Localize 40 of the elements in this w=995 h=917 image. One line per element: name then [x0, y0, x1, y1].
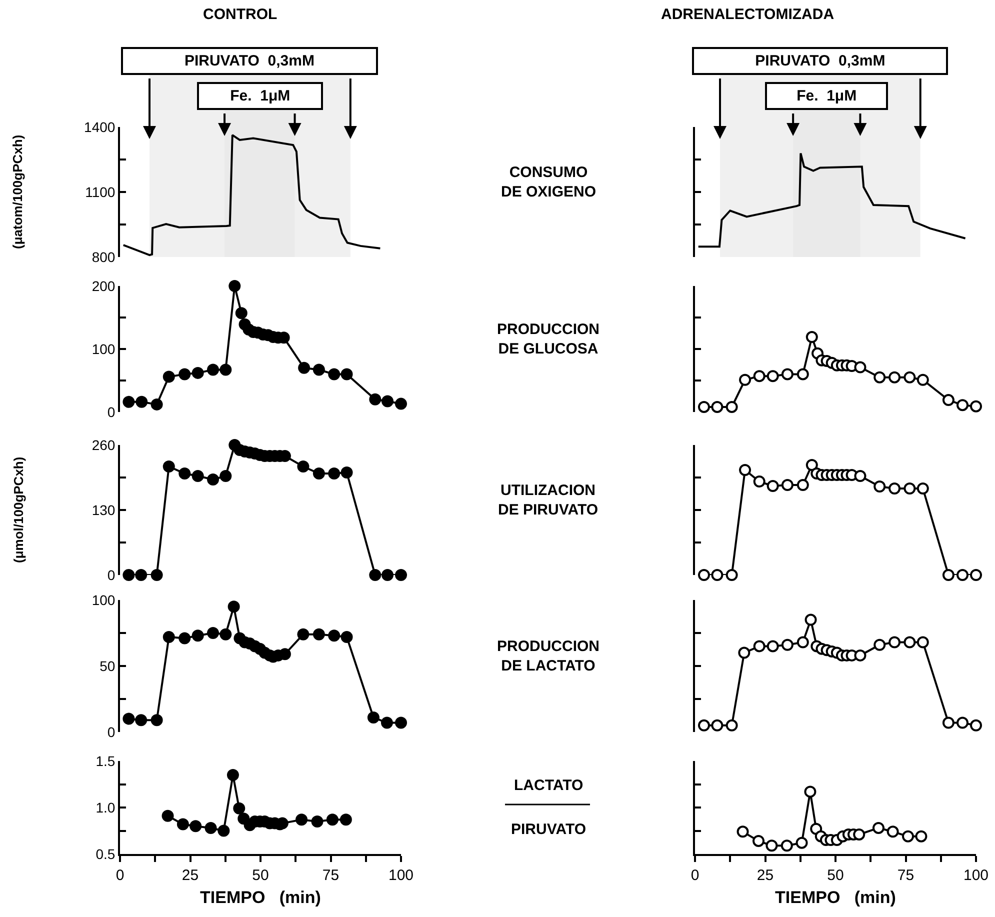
- chart-title: CONTROL: [203, 6, 278, 23]
- x-tick-label: 0: [690, 867, 700, 884]
- y-tick-label: 1.5: [96, 752, 116, 769]
- text: PIRUVATO: [511, 821, 586, 838]
- x-tick-label: 25: [182, 867, 199, 884]
- text: LACTATO: [514, 777, 584, 794]
- x-tick-label: 50: [252, 867, 269, 884]
- band-label: PIRUVATO 0,3mM: [184, 52, 314, 70]
- y-tick-label: 0.5: [96, 846, 116, 862]
- y-tick-label: 1400: [84, 118, 116, 135]
- y-tick-label: 0: [107, 566, 116, 583]
- text: UTILIZACION DE PIRUVATO: [498, 482, 598, 518]
- y-tick-label: 130: [92, 502, 116, 518]
- text: CONSUMO DE OXIGENO: [501, 164, 596, 200]
- x-tick-label: 75: [322, 867, 340, 884]
- text: PRODUCCION DE GLUCOSA: [497, 321, 600, 358]
- band-label: Fe. 1μM: [230, 88, 290, 104]
- chart-title: ADRENALECTOMIZADA: [661, 6, 834, 23]
- y-axis-title: (μatom/100gPCxh): [10, 134, 25, 249]
- y-tick-label: 200: [92, 278, 116, 294]
- x-tick-label: 50: [827, 867, 844, 884]
- y-tick-label: 260: [92, 436, 116, 453]
- x-tick-label: 100: [388, 867, 414, 884]
- y-tick-label: 800: [92, 248, 116, 265]
- y-tick-label: 0: [107, 724, 116, 740]
- y-tick-label: 0: [107, 404, 116, 420]
- x-tick-label: 75: [897, 867, 914, 884]
- y-tick-label: 50: [100, 658, 116, 674]
- y-tick-label: 1.0: [96, 799, 116, 816]
- text: PRODUCCION DE LACTATO: [497, 638, 600, 674]
- x-axis-title: TIEMPO (min): [200, 888, 321, 907]
- y-tick-label: 1100: [85, 184, 116, 200]
- y-tick-label: 100: [92, 592, 116, 608]
- band-label: PIRUVATO 0,3mM: [755, 52, 886, 70]
- y-tick-label: 100: [92, 340, 116, 357]
- x-tick-label: 100: [963, 867, 989, 884]
- x-tick-label: 25: [756, 867, 774, 884]
- band-label: Fe. 1μM: [796, 88, 857, 104]
- x-axis-title: TIEMPO (min): [775, 888, 896, 907]
- y-axis-title: (μmol/100gPCxh): [11, 456, 26, 563]
